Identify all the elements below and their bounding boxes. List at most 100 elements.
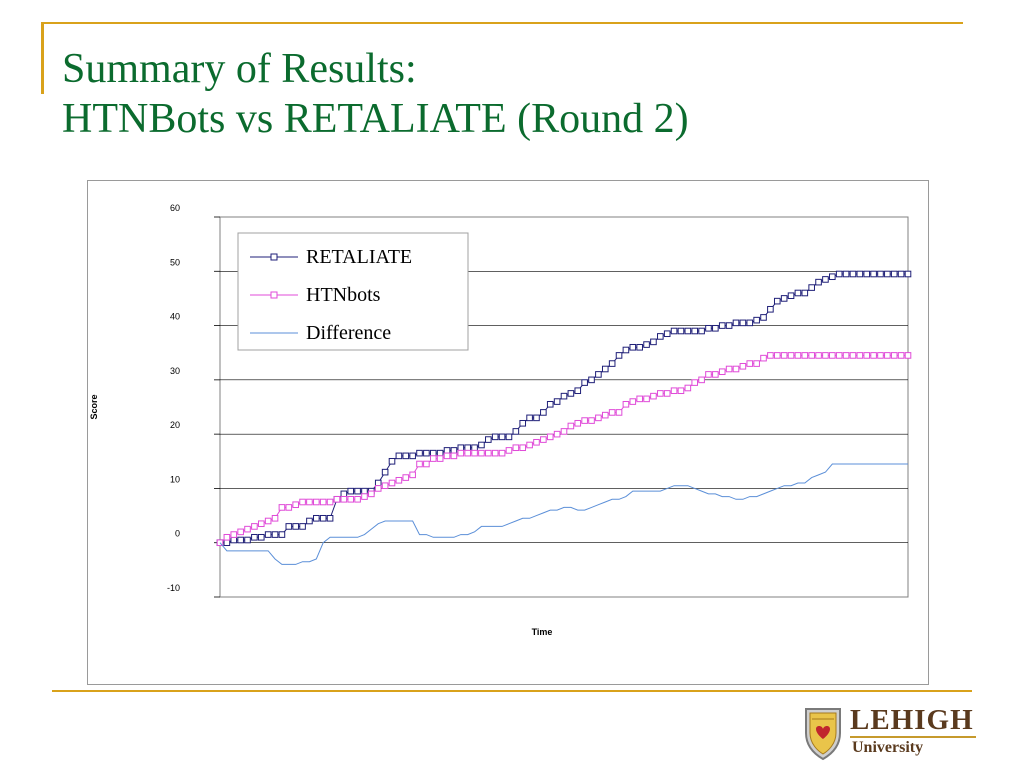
data-point-retaliate	[429, 449, 437, 457]
data-point-htnbots	[512, 444, 520, 452]
data-point-retaliate	[423, 449, 430, 457]
data-point-htnbots	[388, 479, 396, 487]
data-point-htnbots	[657, 390, 664, 397]
data-point-htnbots	[257, 520, 265, 528]
data-point-htnbots	[677, 387, 685, 395]
data-point-htnbots	[560, 428, 568, 435]
data-point-retaliate	[835, 270, 843, 278]
data-point-htnbots	[835, 352, 843, 359]
data-point-htnbots	[237, 528, 244, 536]
data-point-retaliate	[725, 322, 733, 329]
data-point-retaliate	[319, 514, 327, 522]
data-point-htnbots	[753, 360, 760, 367]
data-point-retaliate	[574, 387, 582, 395]
data-point-htnbots	[416, 460, 423, 468]
data-point-htnbots	[354, 495, 361, 503]
data-point-retaliate	[553, 398, 561, 405]
data-point-htnbots	[773, 352, 781, 359]
data-point-htnbots	[732, 365, 740, 373]
data-point-htnbots	[884, 352, 891, 359]
chart-frame: 60 50 40 30 20 10 0 -10 Score Time RETALIATE HTNbot…	[87, 180, 929, 685]
data-point-htnbots	[230, 531, 238, 538]
y-tick-label: 40	[170, 312, 180, 322]
data-point-htnbots	[691, 379, 699, 386]
data-point-retaliate	[278, 531, 286, 538]
data-point-retaliate	[712, 324, 719, 332]
data-point-retaliate	[560, 392, 568, 400]
data-point-htnbots	[650, 392, 657, 400]
data-point-htnbots	[567, 422, 575, 430]
data-point-htnbots	[787, 352, 795, 359]
data-point-retaliate	[264, 531, 272, 538]
data-point-retaliate	[663, 330, 671, 338]
data-point-retaliate	[904, 270, 912, 278]
data-point-retaliate	[450, 447, 458, 454]
data-point-retaliate	[498, 433, 506, 441]
data-point-retaliate	[519, 419, 527, 427]
data-point-retaliate	[299, 523, 306, 530]
data-point-retaliate	[512, 428, 520, 435]
y-tick-label: 60	[170, 203, 180, 213]
data-point-htnbots	[374, 485, 382, 492]
data-point-htnbots	[663, 390, 671, 397]
slide-title-line1: Summary of Results:	[62, 46, 417, 92]
y-tick-label: -10	[167, 583, 180, 593]
data-point-retaliate	[636, 343, 643, 351]
data-point-htnbots	[251, 523, 258, 530]
y-tick-label: 50	[170, 257, 180, 267]
data-point-retaliate	[402, 452, 410, 460]
data-point-retaliate	[753, 316, 760, 324]
data-point-htnbots	[601, 411, 609, 419]
legend-marker-retaliate	[270, 253, 278, 261]
data-point-htnbots	[361, 493, 368, 500]
data-point-htnbots	[464, 449, 471, 457]
data-point-retaliate	[436, 449, 444, 457]
data-point-retaliate	[340, 490, 348, 498]
data-point-retaliate	[815, 278, 822, 286]
slide-title-line2: HTNBots vs RETALIATE (Round 2)	[62, 96, 689, 142]
data-point-retaliate	[897, 270, 905, 278]
data-point-retaliate	[622, 346, 630, 354]
data-point-htnbots	[216, 539, 224, 547]
data-point-htnbots	[429, 455, 437, 462]
data-point-retaliate	[643, 341, 650, 348]
data-point-htnbots	[340, 495, 348, 503]
data-point-retaliate	[478, 441, 485, 449]
data-point-htnbots	[326, 498, 334, 506]
data-point-retaliate	[588, 376, 595, 384]
data-point-htnbots	[808, 352, 815, 359]
data-point-htnbots	[278, 504, 286, 511]
data-point-htnbots	[443, 452, 451, 460]
data-point-htnbots	[815, 352, 822, 359]
data-point-htnbots	[746, 360, 754, 367]
data-point-retaliate	[884, 270, 891, 278]
data-point-htnbots	[264, 517, 272, 525]
series-line-htnbots	[219, 354, 908, 544]
data-point-retaliate	[650, 338, 657, 346]
data-point-htnbots	[313, 498, 320, 506]
data-point-retaliate	[540, 409, 547, 416]
data-point-htnbots	[767, 352, 774, 359]
data-point-retaliate	[395, 452, 403, 460]
data-point-htnbots	[491, 449, 499, 457]
data-point-retaliate	[285, 523, 293, 530]
data-point-htnbots	[478, 449, 485, 457]
data-point-retaliate	[877, 270, 884, 278]
data-point-retaliate	[505, 433, 513, 441]
data-point-htnbots	[904, 352, 912, 359]
data-point-htnbots	[622, 400, 630, 408]
data-point-retaliate	[292, 523, 299, 530]
data-point-retaliate	[271, 531, 279, 538]
data-point-retaliate	[787, 292, 795, 300]
data-point-htnbots	[574, 419, 582, 427]
data-point-htnbots	[670, 387, 678, 395]
data-point-htnbots	[588, 417, 595, 424]
data-point-retaliate	[670, 327, 678, 335]
data-point-htnbots	[347, 495, 355, 503]
slide-title: Summary of Results: HTNBots vs RETALIATE…	[62, 44, 689, 144]
data-point-htnbots	[890, 352, 898, 359]
data-point-htnbots	[643, 395, 650, 403]
data-point-htnbots	[608, 409, 616, 416]
data-point-htnbots	[718, 368, 726, 376]
data-point-htnbots	[505, 447, 513, 454]
